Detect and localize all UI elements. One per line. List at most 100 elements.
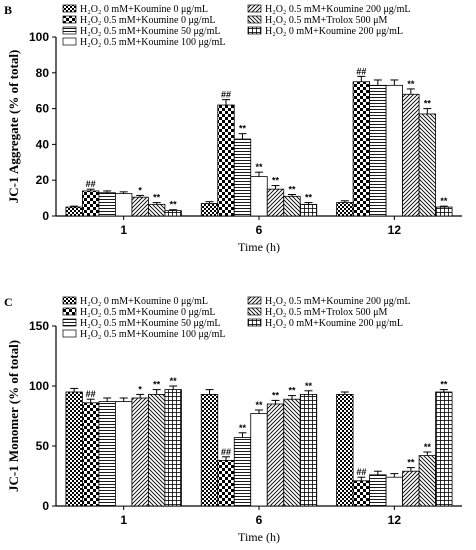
significance-label: ** xyxy=(288,185,296,195)
bar xyxy=(250,176,268,217)
significance-label: ** xyxy=(272,390,280,400)
bar xyxy=(402,93,420,217)
bar xyxy=(131,397,149,507)
bar xyxy=(435,391,453,507)
legend-entry: H₂O₂ 0 mM+Koumine 0 μg/mL xyxy=(80,296,208,307)
bar xyxy=(148,393,166,507)
significance-label: ** xyxy=(239,124,247,134)
legend-entry: H₂O₂ 0 mM+Koumine 0 μg/mL xyxy=(80,4,208,15)
legend-swatch xyxy=(62,37,77,46)
significance-label: ** xyxy=(239,423,247,433)
x-tick-label: 1 xyxy=(120,223,127,237)
legend-entry: H₂O₂ 0.5 mM+Trolox 500 μM xyxy=(265,307,387,318)
bar xyxy=(352,81,370,217)
bar xyxy=(250,413,268,507)
legend-swatch xyxy=(247,296,262,305)
x-tick-label: 12 xyxy=(388,513,402,527)
bar xyxy=(385,84,403,217)
y-tick-label: 0 xyxy=(42,499,49,513)
bar xyxy=(98,401,116,507)
legend-entry: H₂O₂ 0.5 mM+Koumine 100 μg/mL xyxy=(80,37,225,48)
significance-label: ** xyxy=(153,380,161,390)
panel-letter: C xyxy=(4,295,13,309)
x-tick-label: 1 xyxy=(120,513,127,527)
significance-label: ** xyxy=(272,176,280,186)
legend-entry: H₂O₂ 0.5 mM+Trolox 500 μM xyxy=(265,15,387,26)
significance-label: ## xyxy=(221,90,231,100)
legend-swatch xyxy=(62,307,77,316)
y-axis-label: JC-1 Monomer (% of total) xyxy=(6,340,21,492)
legend-swatch xyxy=(247,15,262,24)
bar xyxy=(233,437,252,507)
significance-label: ## xyxy=(86,179,96,189)
significance-label: ** xyxy=(424,442,432,452)
bar xyxy=(352,480,370,507)
significance-label: ** xyxy=(440,196,448,206)
significance-label: ** xyxy=(407,79,415,89)
legend-entry: H₂O₂ 0.5 mM+Koumine 0 μg/mL xyxy=(80,307,215,318)
y-tick-label: 150 xyxy=(29,319,49,333)
y-tick-label: 60 xyxy=(36,102,50,116)
significance-label: ** xyxy=(170,376,178,386)
bar xyxy=(369,474,387,507)
legend-swatch xyxy=(247,26,262,35)
bar xyxy=(217,104,235,217)
x-axis-label: Time (h) xyxy=(238,240,280,254)
bar xyxy=(200,393,219,507)
significance-label: ** xyxy=(424,99,432,109)
y-tick-label: 0 xyxy=(42,209,49,223)
bar xyxy=(148,203,166,217)
x-tick-label: 12 xyxy=(388,223,402,237)
y-axis-label: JC-1 Aggregate (% of total) xyxy=(6,50,21,204)
significance-label: ** xyxy=(305,381,313,391)
bar xyxy=(299,393,318,507)
legend-entry: H₂O₂ 0.5 mM+Koumine 0 μg/mL xyxy=(80,15,215,26)
legend-swatch xyxy=(247,307,262,316)
significance-label: ** xyxy=(255,162,263,172)
legend-entry: H₂O₂ 0.5 mM+Koumine 50 μg/mL xyxy=(80,318,220,329)
legend-entry: H₂O₂ 0.5 mM+Koumine 200 μg/mL xyxy=(265,296,410,307)
legend-swatch xyxy=(247,4,262,13)
significance-label: ** xyxy=(288,386,296,396)
x-tick-label: 6 xyxy=(256,223,263,237)
significance-label: ## xyxy=(356,66,366,76)
y-tick-label: 80 xyxy=(36,66,50,80)
bar xyxy=(418,455,436,507)
bar xyxy=(82,190,100,217)
bar xyxy=(98,192,116,217)
legend-swatch xyxy=(62,329,77,338)
bar xyxy=(200,203,219,217)
legend-swatch xyxy=(62,15,77,24)
y-tick-label: 100 xyxy=(29,30,49,44)
significance-label: ** xyxy=(305,193,313,203)
bar xyxy=(115,401,133,507)
legend-entry: H₂O₂ 0 mM+Koumine 200 μg/mL xyxy=(265,26,403,37)
bar xyxy=(402,470,420,507)
bar xyxy=(336,393,354,507)
bar xyxy=(299,203,318,217)
y-tick-label: 100 xyxy=(29,379,49,393)
panel-letter: B xyxy=(4,3,12,17)
legend-swatch xyxy=(62,296,77,305)
significance-label: ** xyxy=(440,380,448,390)
bar xyxy=(164,210,182,217)
significance-label: ** xyxy=(407,458,415,468)
bar xyxy=(266,188,285,217)
legend-entry: H₂O₂ 0.5 mM+Koumine 50 μg/mL xyxy=(80,26,220,37)
bar xyxy=(65,206,83,217)
legend-swatch xyxy=(62,26,77,35)
x-tick-label: 6 xyxy=(256,513,263,527)
bar xyxy=(233,138,252,217)
significance-label: ## xyxy=(86,389,96,399)
bar xyxy=(369,84,387,217)
x-axis-label: Time (h) xyxy=(238,530,280,544)
significance-label: ** xyxy=(170,200,178,210)
bar xyxy=(65,391,83,507)
bar xyxy=(115,193,133,217)
significance-label: ## xyxy=(356,467,366,477)
